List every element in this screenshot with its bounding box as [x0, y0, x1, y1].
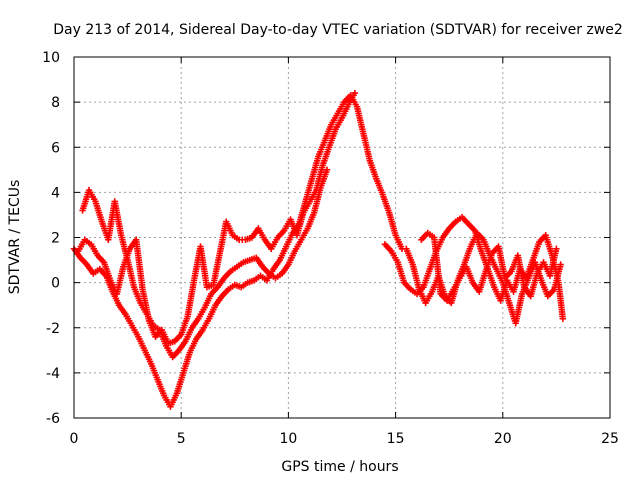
- series-track-a: [70, 92, 406, 410]
- data-point: [323, 166, 331, 174]
- series-track-d: [381, 213, 567, 322]
- series-track-f: [418, 229, 560, 304]
- series-track-c: [79, 166, 331, 361]
- y-tick-label: 2: [51, 231, 60, 247]
- data-points: [70, 89, 567, 410]
- data-point: [557, 261, 564, 268]
- data-point: [351, 89, 359, 97]
- x-tick-label: 0: [70, 431, 79, 447]
- y-tick-label: 4: [51, 185, 60, 201]
- x-tick-label: 25: [601, 431, 619, 447]
- x-tick-label: 10: [279, 431, 297, 447]
- y-tick-label: -4: [46, 366, 60, 382]
- axis-ticks: 0 5 10 15 20 25 -6 -4 -2 0 2 4 6 8 10: [42, 50, 619, 447]
- y-tick-label: 10: [42, 50, 60, 66]
- y-tick-label: -6: [46, 411, 60, 427]
- x-tick-label: 15: [387, 431, 405, 447]
- y-tick-label: 8: [51, 95, 60, 111]
- x-tick-label: 5: [177, 431, 186, 447]
- data-point: [553, 245, 560, 252]
- data-point: [559, 315, 567, 322]
- y-tick-label: 0: [51, 276, 60, 292]
- y-axis-label: SDTVAR / TECUs: [7, 180, 23, 295]
- y-tick-label: -2: [46, 321, 60, 337]
- x-axis-label: GPS time / hours: [281, 459, 398, 475]
- x-tick-label: 20: [494, 431, 512, 447]
- chart-title: Day 213 of 2014, Sidereal Day-to-day VTE…: [53, 22, 623, 38]
- y-tick-label: 6: [51, 140, 60, 156]
